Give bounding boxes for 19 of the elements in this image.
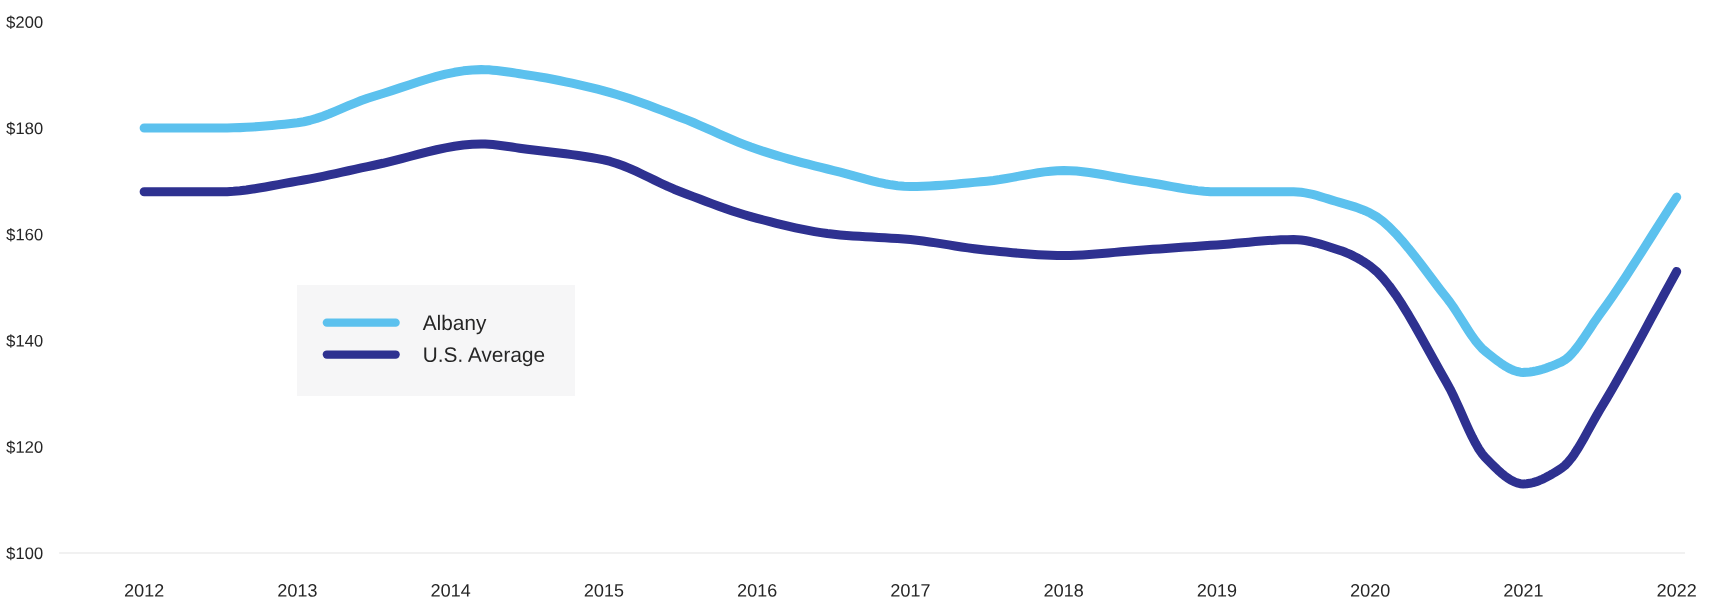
x-tick-label: 2013: [278, 584, 317, 597]
x-tick-label: 2020: [1351, 584, 1390, 597]
x-tick-label: 2015: [584, 584, 624, 597]
y-tick-label: $100: [6, 546, 43, 561]
x-tick-label: 2019: [1197, 584, 1237, 597]
x-tick-label: 2022: [1657, 584, 1696, 597]
y-tick-label: $200: [6, 15, 43, 30]
x-tick-label: 2017: [891, 584, 930, 597]
legend-label: U.S. Average: [424, 347, 545, 367]
x-tick-label: 2021: [1504, 584, 1543, 597]
y-tick-label: $140: [6, 334, 43, 348]
y-tick-label: $180: [6, 121, 43, 136]
y-tick-label: $120: [6, 440, 43, 454]
legend-label: Albany: [422, 314, 487, 335]
x-tick-label: 2012: [124, 584, 164, 597]
x-tick-label: 2018: [1044, 584, 1083, 597]
x-tick-label: 2014: [431, 584, 471, 597]
y-tick-label: $160: [6, 227, 43, 242]
x-tick-label: 2016: [737, 584, 777, 597]
